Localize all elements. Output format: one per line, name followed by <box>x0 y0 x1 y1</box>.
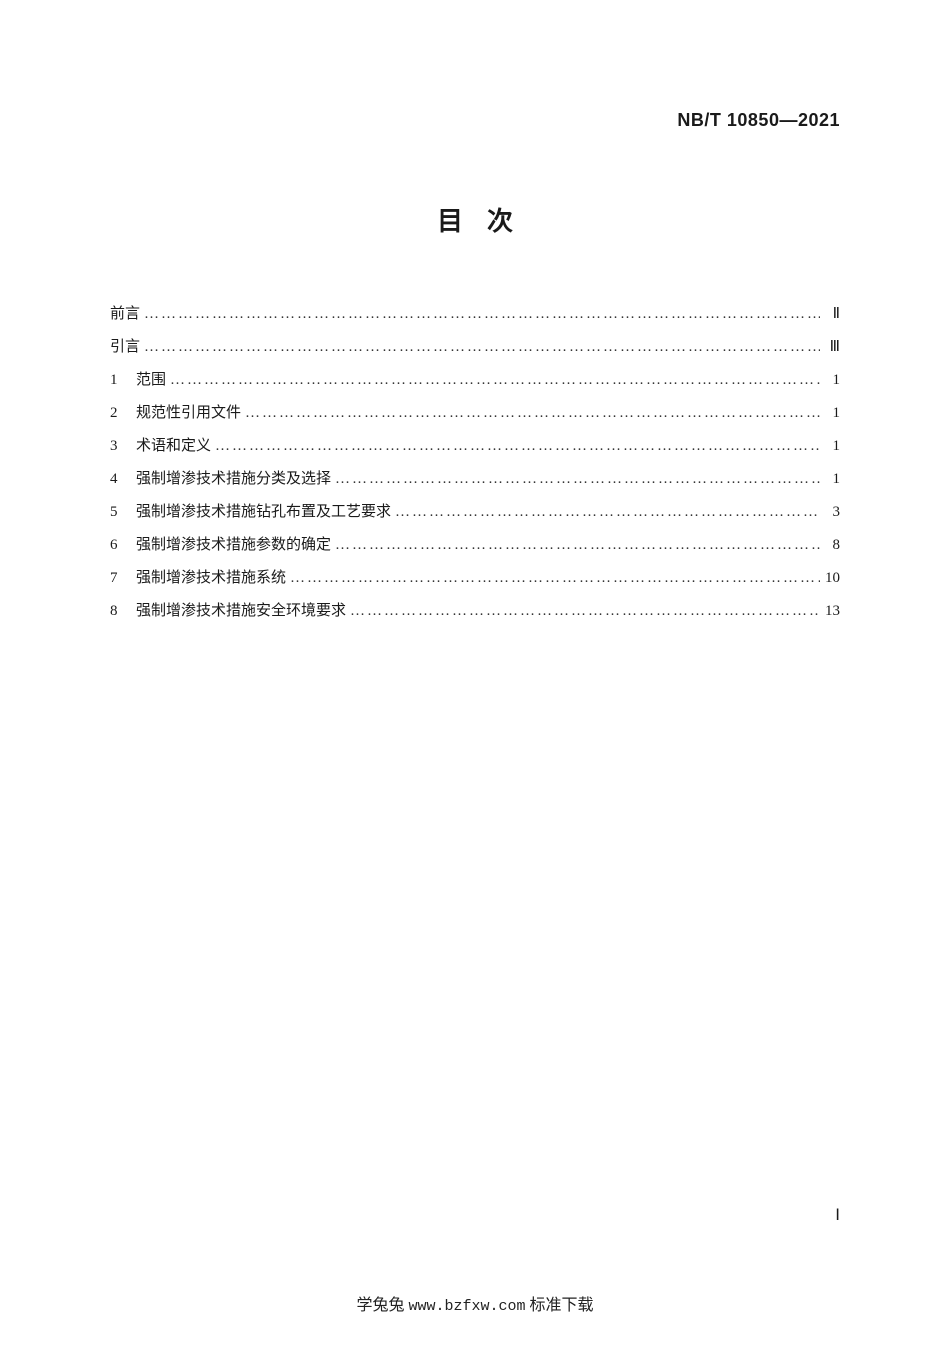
toc-entry: 引言 Ⅲ <box>110 331 840 364</box>
toc-page: 3 <box>820 496 840 529</box>
document-page: NB/T 10850—2021 目次 前言 Ⅱ 引言 Ⅲ 1 范围 1 2 规范… <box>0 0 950 628</box>
toc-page: 1 <box>820 364 840 397</box>
footer-suffix: 标准下载 <box>530 1297 594 1314</box>
toc-number: 6 <box>110 529 136 562</box>
page-title: 目次 <box>110 201 840 238</box>
toc-number: 4 <box>110 463 136 496</box>
toc-label: 强制增渗技术措施系统 <box>136 562 286 595</box>
toc-leader <box>166 364 820 397</box>
toc-label: 强制增渗技术措施参数的确定 <box>136 529 331 562</box>
toc-leader <box>241 397 820 430</box>
toc-leader <box>346 595 820 628</box>
toc-leader <box>140 331 820 364</box>
toc-number: 8 <box>110 595 136 628</box>
standard-code: NB/T 10850—2021 <box>110 110 840 131</box>
toc-entry: 前言 Ⅱ <box>110 298 840 331</box>
toc-entry: 7 强制增渗技术措施系统 10 <box>110 562 840 595</box>
toc-number: 2 <box>110 397 136 430</box>
toc-label: 前言 <box>110 298 140 331</box>
toc-entry: 2 规范性引用文件 1 <box>110 397 840 430</box>
toc-entry: 6 强制增渗技术措施参数的确定 8 <box>110 529 840 562</box>
toc-leader <box>391 496 820 529</box>
toc-leader <box>140 298 820 331</box>
page-number: Ⅰ <box>835 1205 840 1225</box>
toc-entry: 1 范围 1 <box>110 364 840 397</box>
toc-label: 强制增渗技术措施安全环境要求 <box>136 595 346 628</box>
toc-page: 13 <box>820 595 840 628</box>
toc-number: 7 <box>110 562 136 595</box>
toc-page: Ⅲ <box>820 331 840 364</box>
toc-leader <box>211 430 820 463</box>
toc-entry: 4 强制增渗技术措施分类及选择 1 <box>110 463 840 496</box>
table-of-contents: 前言 Ⅱ 引言 Ⅲ 1 范围 1 2 规范性引用文件 1 3 术语和定义 1 <box>110 298 840 628</box>
toc-page: 10 <box>820 562 840 595</box>
toc-leader <box>331 529 820 562</box>
toc-page: 1 <box>820 397 840 430</box>
toc-number: 3 <box>110 430 136 463</box>
toc-label: 引言 <box>110 331 140 364</box>
toc-page: Ⅱ <box>820 298 840 331</box>
toc-entry: 3 术语和定义 1 <box>110 430 840 463</box>
footer-url: www.bzfxw.com <box>408 1298 525 1315</box>
toc-page: 1 <box>820 463 840 496</box>
toc-leader <box>286 562 820 595</box>
toc-entry: 8 强制增渗技术措施安全环境要求 13 <box>110 595 840 628</box>
toc-page: 1 <box>820 430 840 463</box>
footer-text: 学兔兔 www.bzfxw.com 标准下载 <box>0 1291 950 1315</box>
toc-leader <box>331 463 820 496</box>
toc-entry: 5 强制增渗技术措施钻孔布置及工艺要求 3 <box>110 496 840 529</box>
toc-label: 术语和定义 <box>136 430 211 463</box>
toc-label: 规范性引用文件 <box>136 397 241 430</box>
toc-page: 8 <box>820 529 840 562</box>
toc-label: 范围 <box>136 364 166 397</box>
toc-number: 5 <box>110 496 136 529</box>
toc-number: 1 <box>110 364 136 397</box>
toc-label: 强制增渗技术措施分类及选择 <box>136 463 331 496</box>
toc-label: 强制增渗技术措施钻孔布置及工艺要求 <box>136 496 391 529</box>
footer-prefix: 学兔兔 <box>356 1297 404 1314</box>
